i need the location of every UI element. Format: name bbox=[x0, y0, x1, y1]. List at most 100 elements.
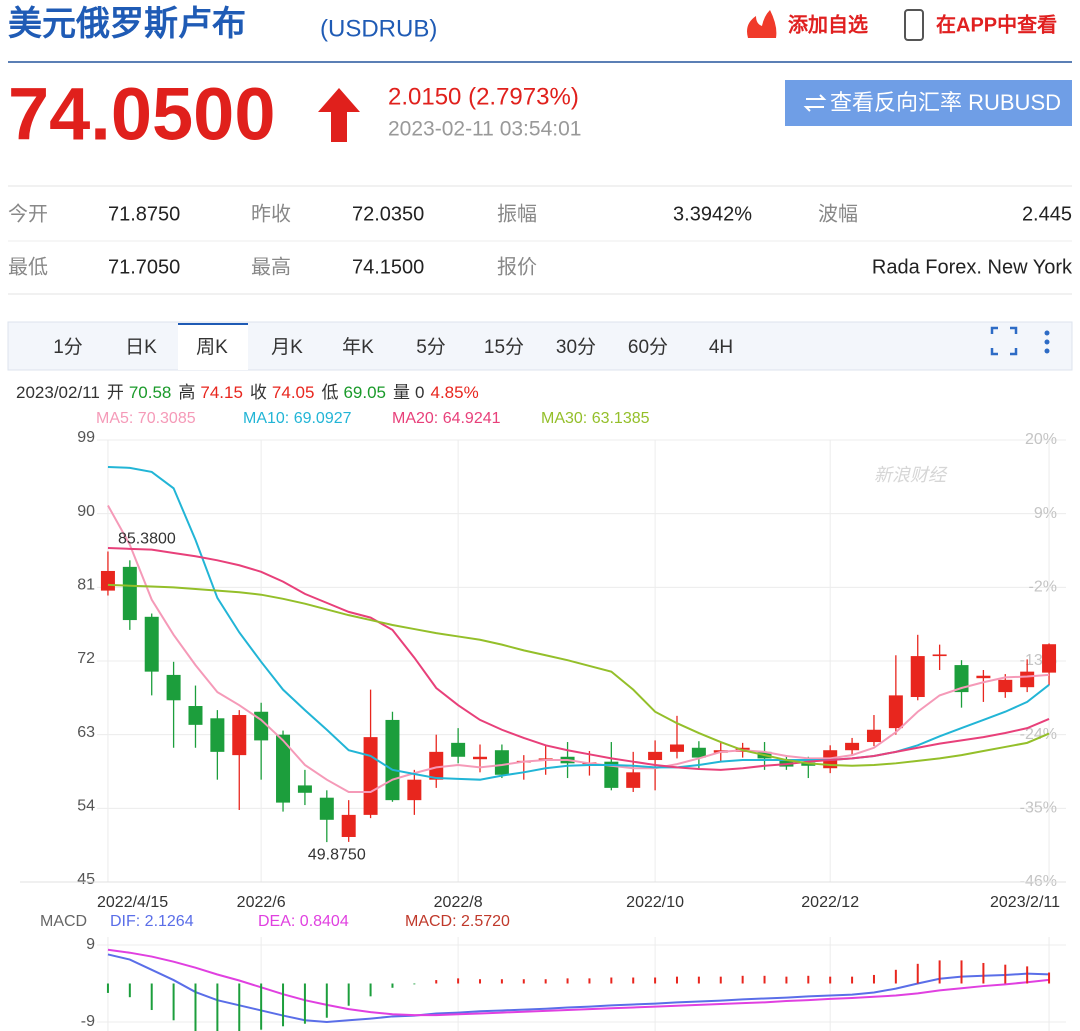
candle-body bbox=[210, 718, 225, 752]
macd-bar bbox=[413, 983, 416, 985]
y-tick-label: 72 bbox=[77, 650, 95, 667]
y2-tick-label: 20% bbox=[1025, 431, 1057, 448]
candle-body bbox=[1020, 671, 1035, 688]
up-arrow bbox=[318, 88, 360, 142]
tab[interactable]: 1分 bbox=[53, 336, 83, 358]
candle-body bbox=[998, 679, 1013, 693]
subchart-title: MACD bbox=[40, 913, 87, 930]
candle-body bbox=[100, 570, 115, 591]
x-tick-label: 2022/6 bbox=[237, 894, 286, 911]
open-app[interactable]: 在APP中查看 bbox=[936, 12, 1057, 36]
tab[interactable]: 4H bbox=[709, 337, 733, 358]
macd-bar bbox=[522, 979, 525, 984]
candle-body bbox=[845, 742, 860, 751]
macd-bar bbox=[719, 976, 722, 984]
ma-line bbox=[107, 547, 1050, 771]
fullscreen-icon[interactable] bbox=[990, 326, 1018, 356]
y-tick-label: -9 bbox=[81, 1013, 95, 1030]
y-tick-label: 99 bbox=[77, 429, 95, 446]
tab[interactable]: 5分 bbox=[416, 336, 446, 358]
candle-body bbox=[144, 616, 159, 672]
macd-bar bbox=[500, 979, 503, 984]
tab[interactable]: 日K bbox=[125, 337, 157, 358]
candle-body bbox=[669, 744, 684, 752]
macd-bar bbox=[610, 977, 613, 984]
phone-icon[interactable] bbox=[904, 9, 924, 41]
macd-bar bbox=[172, 983, 175, 1021]
y-tick-label: 54 bbox=[77, 798, 95, 815]
candle-body bbox=[385, 719, 400, 801]
candle-body bbox=[276, 734, 291, 803]
more-icon[interactable] bbox=[1044, 330, 1050, 354]
symbol-code: (USDRUB) bbox=[320, 15, 437, 42]
title: 美元俄罗斯卢布 bbox=[8, 5, 246, 43]
macd-bar bbox=[697, 976, 700, 984]
macd-bar bbox=[829, 976, 832, 984]
macd-bar bbox=[675, 976, 678, 984]
candle-body bbox=[319, 797, 334, 820]
macd-bar bbox=[851, 976, 854, 984]
candle-body bbox=[538, 758, 553, 760]
tab[interactable]: 周K bbox=[196, 337, 228, 358]
macd-bar bbox=[194, 983, 197, 1031]
y2-tick-label: -35% bbox=[1020, 800, 1057, 817]
info-date: 2023/02/11 bbox=[16, 383, 100, 402]
info-label: 低 bbox=[321, 383, 338, 402]
macd-bar bbox=[807, 975, 810, 984]
macd-bar bbox=[960, 960, 963, 984]
info-label: 开 bbox=[107, 383, 124, 402]
stat-value: 72.0350 bbox=[352, 203, 424, 225]
macd-bar bbox=[128, 983, 131, 998]
y-tick-label: 81 bbox=[77, 577, 95, 594]
tab[interactable]: 30分 bbox=[556, 336, 596, 358]
macd-bar bbox=[457, 978, 460, 984]
candle-body bbox=[363, 737, 378, 815]
stat-label: 波幅 bbox=[818, 202, 858, 225]
change: 2.0150 (2.7973%) bbox=[388, 83, 579, 110]
x-tick-label: 2022/8 bbox=[434, 894, 483, 911]
stat-value: 74.1500 bbox=[352, 256, 424, 278]
reverse-button-label[interactable]: 查看反向汇率 RUBUSD bbox=[830, 90, 1061, 115]
macd-bar bbox=[872, 974, 875, 984]
candle-body bbox=[407, 779, 422, 801]
flame-icon[interactable] bbox=[747, 10, 777, 38]
y2-tick-label: 9% bbox=[1034, 505, 1057, 522]
candle-body bbox=[648, 751, 663, 761]
macd-bar bbox=[654, 977, 657, 984]
tab[interactable]: 60分 bbox=[628, 336, 668, 358]
candle-body bbox=[604, 761, 619, 788]
macd-bar bbox=[588, 978, 591, 984]
info-value: 0 bbox=[415, 383, 424, 402]
tab[interactable]: 年K bbox=[342, 336, 374, 358]
info-label: 高 bbox=[178, 383, 195, 402]
macd-bar bbox=[216, 983, 219, 1031]
add-watchlist[interactable]: 添加自选 bbox=[788, 12, 868, 36]
ma-line bbox=[107, 504, 1050, 793]
candle-body bbox=[297, 785, 312, 793]
candle-body bbox=[254, 711, 269, 741]
info-change: 4.85% bbox=[430, 383, 478, 402]
candle-body bbox=[866, 729, 881, 743]
y-tick-label: 9 bbox=[86, 936, 95, 953]
stat-value: 71.7050 bbox=[108, 256, 180, 278]
macd-bar bbox=[238, 983, 241, 1031]
tab-bar bbox=[7, 321, 1073, 371]
tab[interactable]: 月K bbox=[271, 337, 303, 358]
macd-bar bbox=[106, 983, 109, 993]
macd-bar bbox=[347, 983, 350, 1006]
stat-value: Rada Forex. New York bbox=[872, 256, 1073, 278]
macd-bar bbox=[1026, 966, 1029, 984]
quote-time: 2023-02-11 03:54:01 bbox=[388, 118, 581, 141]
tab[interactable]: 15分 bbox=[484, 336, 524, 358]
macd-bar bbox=[391, 983, 394, 988]
macd-bar bbox=[479, 979, 482, 984]
legend-entry: DIF: 2.1264 bbox=[110, 913, 194, 930]
macd-bar bbox=[982, 962, 985, 984]
macd-bar bbox=[785, 976, 788, 984]
x-tick-label: 2022/12 bbox=[801, 894, 859, 911]
reverse-button[interactable] bbox=[785, 80, 1072, 126]
macd-bar bbox=[282, 983, 285, 1027]
stat-label: 振幅 bbox=[497, 202, 537, 225]
max-annotation: 85.3800 bbox=[118, 531, 176, 548]
